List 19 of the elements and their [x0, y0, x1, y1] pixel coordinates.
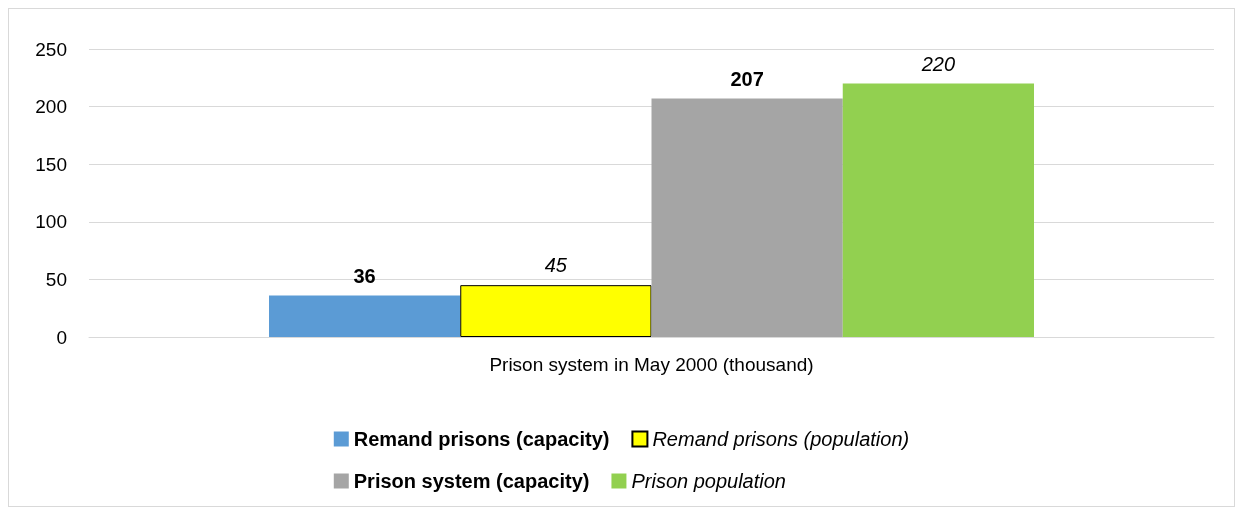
bar — [651, 98, 843, 337]
legend-label: Prison system (capacity) — [353, 470, 590, 492]
legend-label: Remand prisons (capacity) — [353, 428, 610, 450]
data-label: 207 — [730, 67, 764, 90]
x-tick-label: Prison system in May 2000 (thousand) — [489, 354, 814, 375]
data-label: 36 — [353, 264, 376, 287]
bar — [269, 295, 461, 337]
y-tick-label: 0 — [56, 326, 67, 348]
y-tick-label: 250 — [35, 38, 67, 60]
y-tick-label: 150 — [35, 153, 67, 175]
data-label: 220 — [920, 52, 956, 75]
y-tick-label: 200 — [35, 96, 67, 118]
y-tick-label: 50 — [45, 268, 67, 290]
legend-label: Prison population — [631, 470, 786, 492]
y-tick-label: 100 — [35, 211, 67, 233]
legend-label: Remand prisons (population) — [652, 428, 910, 450]
data-label: 45 — [544, 254, 568, 277]
bar — [460, 285, 652, 337]
bar — [842, 83, 1034, 337]
